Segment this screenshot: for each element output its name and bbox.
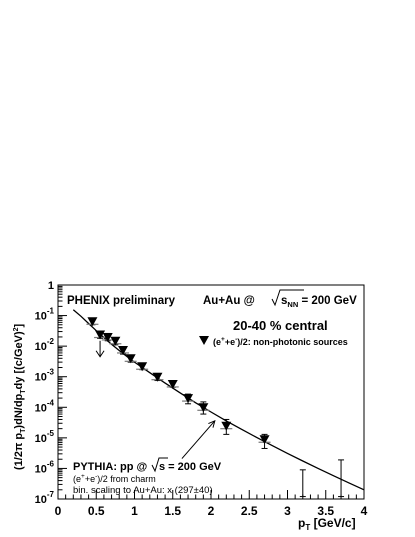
data-point — [166, 379, 179, 389]
data-point — [124, 354, 137, 364]
triangle-marker — [137, 362, 148, 372]
data-point — [258, 433, 271, 449]
y-tick-label: 10-1 — [35, 307, 55, 323]
y-tick-label: 10-7 — [35, 490, 55, 506]
data-point — [86, 317, 99, 327]
triangle-marker — [87, 317, 98, 327]
y-tick-label: 10-5 — [35, 429, 55, 445]
y-tick-label: 10-3 — [35, 368, 55, 384]
legend-marker — [199, 336, 209, 345]
x-tick-labels: 0 0.5 1 1.5 2 2.5 3 3.5 4 — [55, 504, 368, 518]
svg-text:(e++e-)/2 from charm: (e++e-)/2 from charm — [73, 473, 156, 484]
y-tick-labels: 1 10-1 10-2 10-3 10-4 10-5 10-6 10-7 — [35, 280, 55, 506]
system-label: Au+Au @ sNN = 200 GeV — [203, 289, 357, 309]
triangle-marker — [152, 372, 163, 382]
data-points — [86, 317, 345, 498]
lower-limit-arrowhead — [95, 350, 105, 358]
svg-text:Au+Au @: Au+Au @ — [203, 295, 255, 307]
sqrt-sign-pythia — [151, 457, 168, 473]
svg-text:(e++e-)/2: non-photonic source: (e++e-)/2: non-photonic sources — [213, 336, 348, 347]
data-point — [101, 332, 114, 342]
svg-text:sNN = 200 GeV: sNN = 200 GeV — [281, 295, 357, 309]
data-point — [182, 393, 195, 405]
x-tick-label: 2.5 — [241, 504, 258, 518]
data-point — [94, 330, 107, 340]
y-tick-label: 10-2 — [35, 337, 55, 353]
pythia-arrow — [181, 420, 216, 459]
svg-text:PYTHIA: pp @: PYTHIA: pp @ — [73, 461, 148, 473]
data-point — [220, 418, 233, 435]
triangle-marker — [198, 403, 209, 413]
y-tick-label: 1 — [48, 280, 54, 292]
triangle-marker — [118, 345, 129, 355]
triangle-marker — [259, 435, 270, 445]
annotation-arrows — [95, 340, 216, 459]
data-point — [117, 345, 130, 355]
data-point — [197, 401, 210, 415]
data-point — [299, 469, 306, 498]
x-axis-label: pT [GeV/c] — [298, 516, 356, 532]
x-tick-label: 3.5 — [317, 504, 334, 518]
triangle-marker — [102, 332, 113, 342]
triangle-marker — [167, 379, 178, 389]
triangle-marker — [221, 421, 232, 431]
pythia-label: PYTHIA: pp @ s = 200 GeV (e++e-)/2 from … — [73, 457, 222, 496]
data-point — [109, 336, 122, 346]
x-tick-label: 1 — [131, 504, 138, 518]
triangle-marker — [95, 330, 106, 340]
pythia-arrowhead — [208, 419, 216, 428]
y-tick-label: 10-6 — [35, 459, 55, 475]
experiment-label: PHENIX preliminary — [67, 295, 176, 307]
y-tick-label: 10-4 — [35, 398, 55, 414]
data-point — [338, 459, 345, 498]
x-tick-label: 3 — [284, 504, 291, 518]
legend-entry: (e++e-)/2: non-photonic sources — [199, 336, 348, 347]
x-tick-label: 1.5 — [164, 504, 181, 518]
data-point — [136, 362, 149, 372]
centrality-label: 20-40 % central — [233, 318, 328, 333]
sqrt-sign — [271, 289, 304, 307]
triangle-marker — [183, 394, 194, 404]
y-axis-label: (1/2π pT)dN/dpTdy [(c/GeV)2] — [13, 323, 27, 470]
x-tick-label: 0.5 — [88, 504, 105, 518]
svg-text:bin. scaling to Au+Au: x (297±: bin. scaling to Au+Au: x (297±40) — [73, 485, 213, 496]
data-point — [151, 372, 164, 382]
x-tick-label: 0 — [55, 504, 62, 518]
x-tick-label: 2 — [208, 504, 215, 518]
triangle-marker — [125, 354, 136, 364]
svg-text:s = 200 GeV: s = 200 GeV — [159, 461, 222, 473]
x-tick-label: 4 — [361, 504, 368, 518]
triangle-marker — [110, 336, 121, 346]
